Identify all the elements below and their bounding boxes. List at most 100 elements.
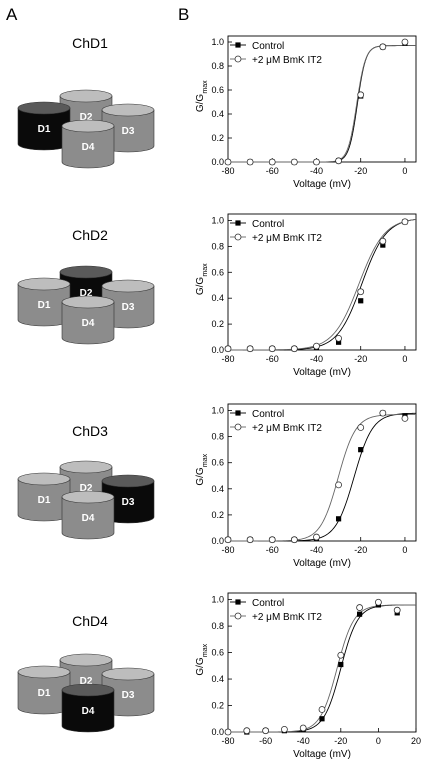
data-point-control: [319, 716, 325, 722]
data-point-bmk: [357, 288, 365, 296]
cylinder-label: D3: [122, 302, 135, 313]
data-point-bmk: [224, 536, 232, 544]
x-tick-label: -60: [259, 736, 272, 746]
legend-marker-bmk: [234, 55, 242, 63]
y-tick-label: 0.4: [211, 674, 224, 684]
x-tick-label: 0: [402, 354, 407, 364]
y-axis-label-sub: max: [202, 80, 209, 94]
data-point-control: [358, 298, 364, 304]
cylinder-top: [101, 474, 155, 488]
x-tick-label: -60: [266, 545, 279, 555]
data-point-bmk: [356, 604, 364, 611]
panel-label-a: A: [6, 5, 18, 24]
data-point-bmk: [299, 724, 307, 732]
cylinder-top: [59, 460, 113, 474]
data-point-bmk: [268, 345, 276, 353]
data-point-bmk: [374, 598, 382, 606]
cylinder-d4: D4: [61, 490, 115, 540]
plot-frame: [227, 592, 417, 733]
cylinder-d3: D3: [101, 279, 155, 329]
y-axis-label: G/G: [195, 277, 206, 296]
channel-title: ChD1: [72, 35, 108, 51]
x-tick-label: -60: [266, 166, 279, 176]
chart-2: -80 -60 -40 -20 0 0.0 0.2 0.4 0.6 0.8 1.0 Voltage (…: [195, 213, 417, 378]
x-tick-label: 0: [376, 736, 381, 746]
y-tick-label: 0.2: [211, 319, 224, 329]
cylinder-d1: D1: [17, 472, 71, 522]
data-point-control: [335, 516, 342, 522]
data-point-bmk: [280, 725, 288, 733]
data-point-bmk: [224, 158, 232, 166]
x-tick-label: -20: [334, 736, 347, 746]
cylinder-label: D1: [38, 124, 51, 135]
legend-label-control: Control: [252, 598, 284, 609]
data-point-bmk: [318, 706, 326, 713]
legend-marker-bmk: [234, 423, 242, 431]
data-point-bmk: [224, 345, 232, 353]
cylinder-body: [61, 689, 115, 733]
cylinder-top: [17, 472, 71, 486]
y-tick-label: 0.0: [211, 157, 224, 167]
cylinder-top: [61, 119, 115, 133]
y-tick-label: 0.8: [211, 241, 224, 251]
x-tick-label: -40: [310, 354, 323, 364]
data-point-bmk: [246, 158, 254, 166]
cylinder-body: [61, 301, 115, 345]
y-axis-label: G/G: [195, 94, 206, 113]
data-point-bmk: [401, 414, 409, 422]
data-point-bmk: [335, 334, 342, 342]
charts: -80 -60 -40 -20 0 0.0 0.2 0.4 0.6 0.8 1.0 Voltage (…: [195, 35, 421, 760]
channel-diagram-3: ChD3 D2 D1 D3 D4: [17, 423, 155, 540]
cylinder-top: [61, 490, 115, 504]
x-tick-label: 0: [402, 545, 407, 555]
panel-label-b: B: [178, 5, 189, 24]
y-tick-label: 0.6: [211, 648, 224, 658]
y-tick-label: 1.0: [211, 595, 224, 605]
y-tick-label: 0.0: [211, 536, 224, 546]
cylinder-top: [59, 265, 113, 279]
y-tick-label: 0.4: [211, 484, 224, 494]
x-axis-label: Voltage (mV): [293, 558, 351, 569]
y-tick-label: 0.2: [211, 133, 224, 143]
data-point-bmk: [313, 158, 320, 166]
cylinder-label: D3: [122, 690, 135, 701]
y-tick-label: 0.0: [211, 727, 224, 737]
y-tick-label: 0.8: [211, 61, 224, 71]
data-point-bmk: [379, 409, 387, 417]
y-tick-label: 0.4: [211, 109, 224, 119]
data-point-bmk: [379, 237, 387, 245]
x-tick-label: -40: [310, 545, 323, 555]
x-tick-label: -60: [266, 354, 279, 364]
x-tick-label: -20: [354, 354, 367, 364]
x-tick-label: -20: [354, 545, 367, 555]
x-tick-label: -80: [221, 166, 234, 176]
legend-label-bmk: +2 μM BmK IT2: [252, 612, 322, 623]
legend-marker-bmk: [234, 233, 242, 241]
cylinder-top: [17, 101, 71, 115]
cylinder-label: D3: [122, 126, 135, 137]
cylinder-d4: D4: [61, 119, 115, 169]
cylinder-top: [101, 667, 155, 681]
cylinder-top: [59, 89, 113, 103]
data-point-bmk: [337, 651, 345, 659]
x-tick-label: -80: [221, 736, 234, 746]
x-tick-label: 0: [402, 166, 407, 176]
cylinder-top: [61, 683, 115, 697]
cylinder-body: [61, 496, 115, 540]
data-point-bmk: [290, 345, 298, 353]
legend-label-bmk: +2 μM BmK IT2: [252, 233, 322, 244]
chart-4: -80 -60 -40 -20 0 20 0.0 0.2 0.4 0.6 0.8 1.0 Voltage…: [195, 592, 421, 760]
cylinder-d1: D1: [17, 101, 71, 151]
cylinder-label: D2: [80, 112, 93, 123]
y-tick-label: 0.2: [211, 701, 224, 711]
data-point-bmk: [357, 424, 365, 431]
cylinder-d3: D3: [101, 667, 155, 717]
x-tick-label: -20: [354, 166, 367, 176]
data-point-bmk: [313, 342, 320, 350]
legend-label-bmk: +2 μM BmK IT2: [252, 423, 322, 434]
data-point-control: [358, 447, 364, 453]
